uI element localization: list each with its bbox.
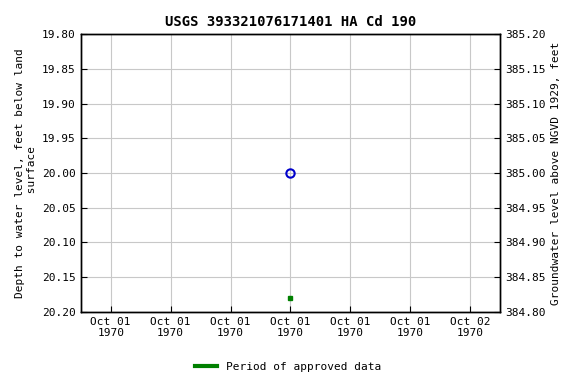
Title: USGS 393321076171401 HA Cd 190: USGS 393321076171401 HA Cd 190 [165, 15, 416, 29]
Y-axis label: Depth to water level, feet below land
 surface: Depth to water level, feet below land su… [15, 48, 37, 298]
Y-axis label: Groundwater level above NGVD 1929, feet: Groundwater level above NGVD 1929, feet [551, 41, 561, 305]
Legend: Period of approved data: Period of approved data [191, 358, 385, 377]
